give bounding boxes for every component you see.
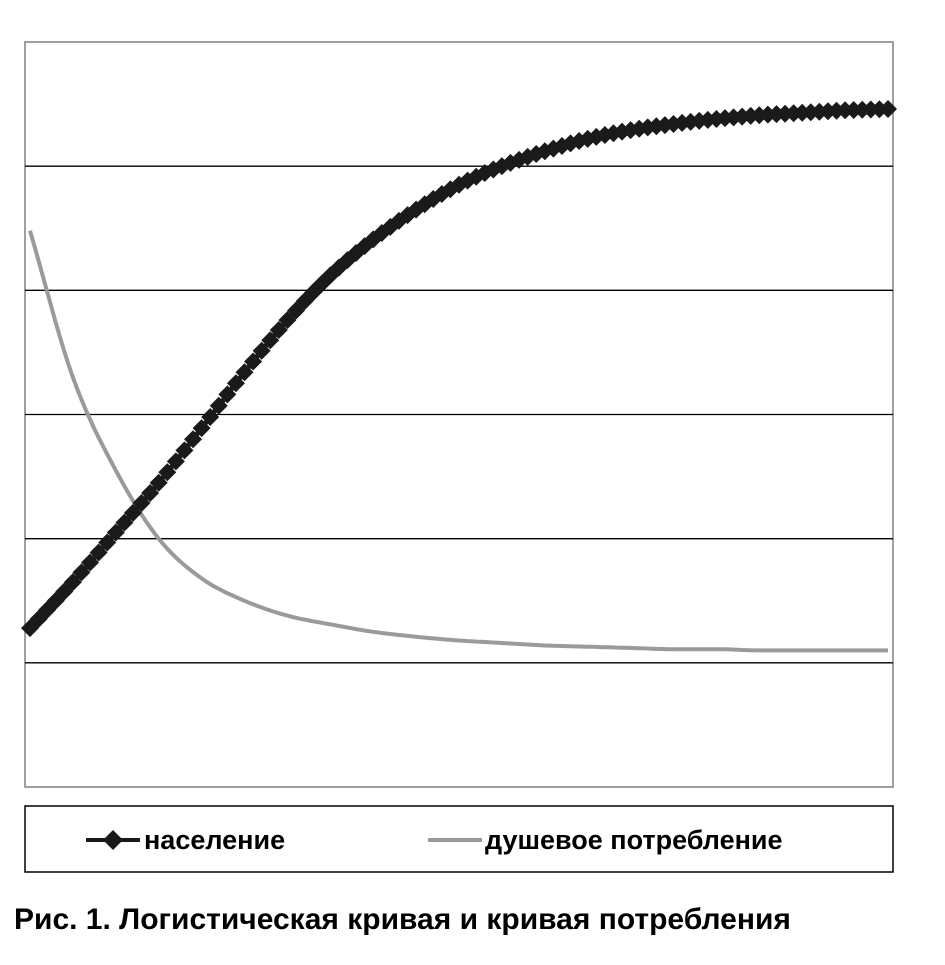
series-marker-0-70 [621, 121, 640, 140]
series-marker-0-29 [269, 321, 288, 340]
series-marker-0-18 [175, 441, 194, 460]
gridlines [25, 165, 893, 664]
series-marker-0-22 [209, 396, 228, 415]
legend-label-consumption: душевое потребление [485, 825, 783, 855]
series-marker-0-16 [158, 463, 177, 482]
series-marker-0-100 [879, 100, 897, 119]
series-marker-0-9 [98, 533, 117, 552]
series-marker-0-25 [235, 363, 254, 382]
series-line-1 [28, 230, 888, 653]
series-marker-0-10 [106, 523, 125, 542]
series-marker-0-17 [166, 452, 185, 471]
series-markers [21, 100, 897, 638]
legend: население душевое потребление [24, 805, 894, 873]
legend-marker-population [103, 830, 123, 850]
series-marker-0-7 [81, 553, 100, 572]
series-marker-0-19 [184, 430, 203, 449]
series-marker-0-27 [252, 341, 271, 360]
series-marker-0-6 [72, 563, 91, 582]
series-marker-0-20 [192, 419, 211, 438]
legend-label-population: население [144, 825, 285, 855]
figure-caption: Рис. 1. Логистическая кривая и кривая по… [14, 903, 791, 936]
series-marker-0-11 [115, 513, 134, 532]
series-marker-0-66 [587, 127, 606, 146]
series-marker-0-4 [55, 582, 74, 601]
series-marker-0-24 [226, 374, 245, 393]
series-marker-0-28 [261, 331, 280, 350]
series-marker-0-13 [132, 494, 151, 513]
series-marker-0-23 [218, 385, 237, 404]
series-marker-0-15 [149, 473, 168, 492]
series-marker-0-5 [63, 573, 82, 592]
series-marker-0-14 [141, 484, 160, 503]
series-marker-0-21 [201, 408, 220, 427]
series-marker-0-26 [244, 352, 263, 371]
series-marker-0-30 [278, 311, 297, 330]
series-marker-0-8 [89, 543, 108, 562]
series-marker-0-12 [123, 503, 142, 522]
